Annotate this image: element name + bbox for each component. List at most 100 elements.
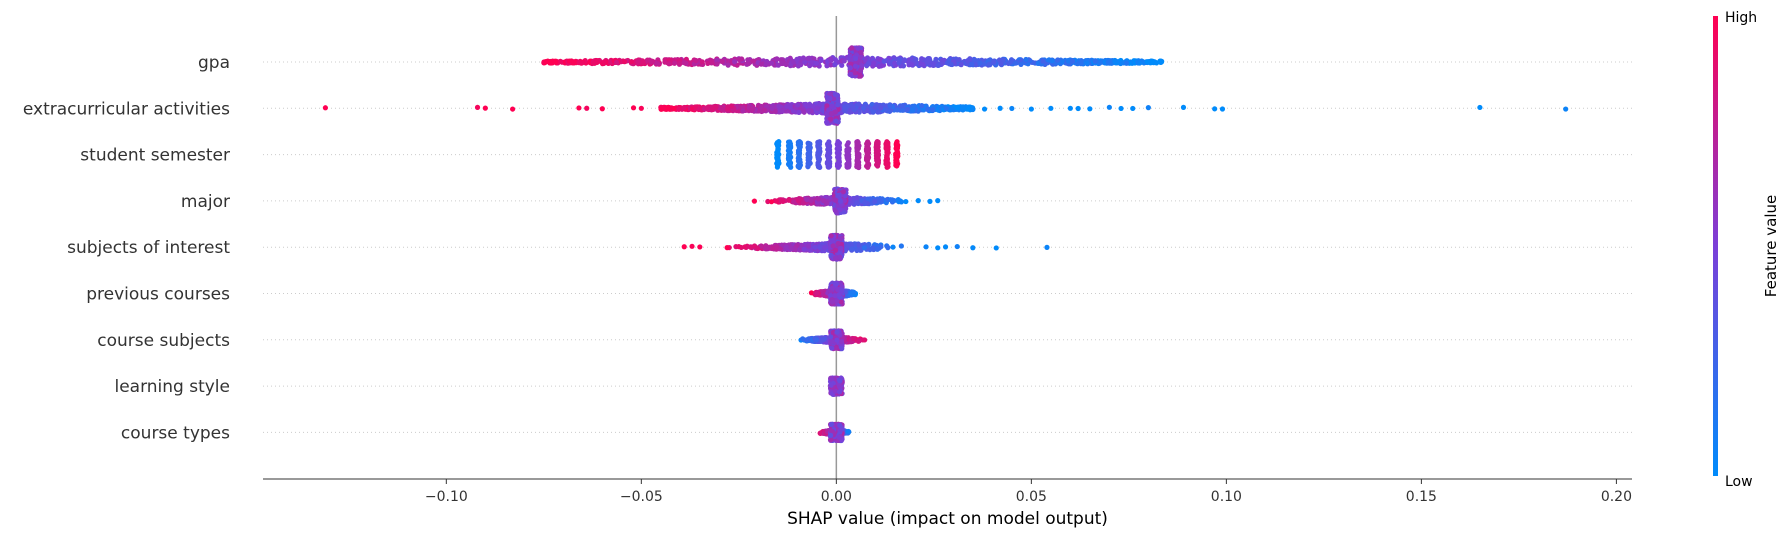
shap-point	[887, 103, 893, 109]
shap-point	[1180, 104, 1187, 110]
shap-point	[628, 58, 635, 65]
shap-point	[927, 198, 933, 204]
shap-point	[817, 164, 823, 171]
shap-point	[852, 70, 858, 76]
shap-point	[885, 245, 891, 251]
shap-point	[909, 62, 915, 68]
shap-point	[956, 56, 962, 63]
shap-point	[832, 255, 839, 261]
shap-point	[666, 106, 672, 112]
shap-point	[845, 140, 851, 146]
shap-point	[838, 299, 844, 305]
shap-point	[816, 156, 822, 162]
shap-point	[970, 245, 976, 251]
shap-point	[875, 139, 881, 145]
shap-point	[874, 157, 880, 163]
shap-point	[755, 245, 761, 252]
shap-point	[833, 197, 839, 203]
shap-point	[482, 105, 488, 111]
shap-points	[322, 45, 1569, 444]
shap-point	[847, 71, 854, 77]
shap-point	[835, 102, 841, 108]
shap-point	[750, 106, 756, 112]
shap-point	[807, 145, 813, 152]
shap-point	[935, 198, 941, 204]
shap-point	[870, 109, 876, 115]
shap-point	[824, 63, 830, 69]
shap-point	[758, 61, 764, 67]
shap-point	[731, 58, 738, 65]
shap-point	[828, 111, 835, 117]
shap-point	[943, 105, 949, 112]
shap-point	[826, 163, 833, 169]
shap-point	[807, 63, 813, 69]
shap-point	[747, 244, 754, 250]
shap-point	[677, 60, 683, 67]
shap-point	[885, 140, 891, 146]
shap-point	[1137, 60, 1143, 66]
shap-point	[775, 147, 781, 153]
shap-point	[805, 243, 812, 249]
shap-point	[1060, 59, 1066, 65]
shap-point	[854, 147, 860, 153]
shap-point	[829, 299, 836, 305]
shap-point	[864, 63, 870, 69]
shap-point	[1105, 59, 1111, 65]
shap-point	[728, 103, 734, 109]
shap-point	[510, 106, 516, 112]
shap-point	[832, 61, 838, 68]
shap-point	[833, 281, 840, 287]
shap-point	[566, 58, 572, 64]
shap-point	[935, 245, 941, 251]
shap-point	[699, 59, 705, 65]
shap-point	[806, 55, 812, 61]
shap-point	[553, 59, 559, 65]
shap-point	[780, 198, 786, 204]
shap-point	[709, 106, 716, 113]
shap-point	[856, 101, 862, 107]
shap-point	[681, 244, 687, 250]
shap-point	[836, 292, 842, 298]
shap-point	[872, 198, 878, 205]
shap-point	[689, 243, 695, 249]
shap-point	[794, 56, 800, 62]
shap-point	[736, 244, 742, 250]
shap-point	[991, 59, 997, 65]
shap-point	[871, 60, 877, 66]
shap-point	[852, 63, 859, 69]
shap-point	[1067, 105, 1073, 111]
shap-point	[1084, 60, 1090, 66]
shap-point	[954, 243, 960, 250]
shap-point	[681, 60, 687, 66]
shap-point	[804, 196, 810, 203]
shap-point	[1092, 58, 1098, 64]
shap-point	[919, 56, 925, 62]
shap-point	[1144, 59, 1150, 65]
shap-point	[837, 254, 843, 260]
shap-point	[993, 245, 999, 251]
shap-point	[662, 59, 668, 65]
shap-point	[948, 61, 954, 67]
shap-point	[846, 163, 852, 169]
shap-point	[930, 107, 936, 113]
shap-point	[878, 105, 884, 111]
shap-point	[648, 59, 654, 65]
shap-point	[850, 104, 856, 111]
shap-point	[1075, 105, 1081, 112]
shap-point	[763, 246, 769, 252]
shap-point	[621, 59, 628, 65]
shap-point	[708, 58, 714, 64]
shap-point	[805, 107, 811, 114]
shap-point	[817, 244, 823, 250]
shap-point	[1044, 244, 1050, 250]
shap-point	[865, 146, 871, 152]
shap-point	[873, 103, 879, 109]
shap-point	[949, 106, 955, 113]
shap-point	[802, 59, 808, 65]
shap-point	[801, 246, 807, 252]
shap-point	[970, 106, 976, 112]
shap-point	[1130, 105, 1136, 112]
shap-point	[576, 105, 582, 111]
shap-point	[998, 61, 1004, 67]
